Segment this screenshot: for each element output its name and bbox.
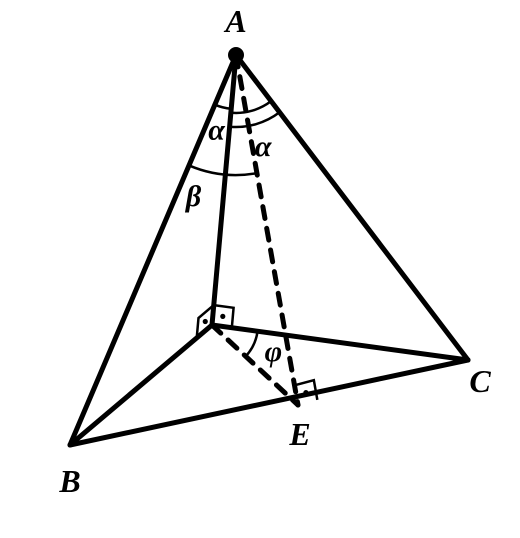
angle-label-alpha_right: α (255, 130, 272, 163)
angle-label-phi: φ (265, 335, 283, 368)
edge-DC (212, 325, 468, 360)
vertex-label-A: A (223, 3, 246, 39)
vertex-label-B: B (58, 463, 80, 499)
angle-arc (215, 105, 231, 109)
right-angle-dot (220, 314, 225, 319)
angle-arc (230, 112, 280, 127)
angle-arc (189, 165, 257, 175)
edge-BD (70, 325, 212, 445)
right-angle-dot (303, 390, 308, 395)
edge-BC (70, 360, 468, 445)
vertex-label-E: E (288, 416, 310, 452)
angle-arc (231, 101, 271, 113)
angle-label-alpha_left: α (208, 113, 225, 146)
edge-AD (212, 55, 236, 325)
vertex-label-C: C (469, 363, 491, 399)
vertex-dot-A (228, 47, 244, 63)
angle-label-beta: β (185, 180, 202, 213)
angle-arc (246, 331, 258, 356)
right-angle-dot (203, 319, 208, 324)
